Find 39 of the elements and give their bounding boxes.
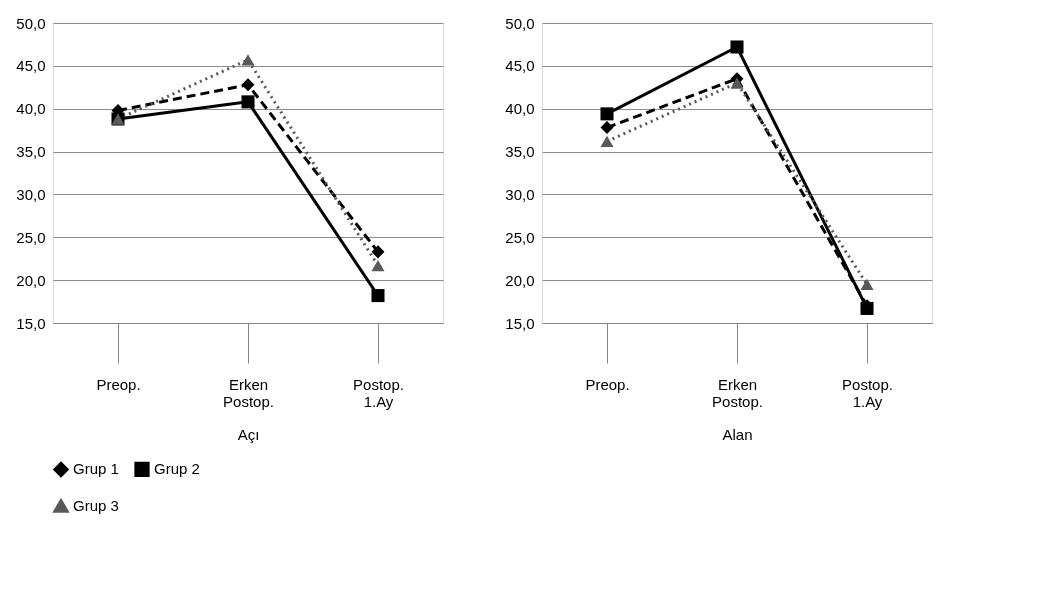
point bbox=[860, 278, 874, 291]
y-tick-label: 25,0 bbox=[16, 228, 46, 246]
point bbox=[730, 77, 744, 89]
y-tick-label: 35,0 bbox=[16, 143, 46, 161]
y-tick-label: 45,0 bbox=[16, 57, 46, 75]
y-tick-label: 15,0 bbox=[16, 314, 46, 332]
y-tick-label: 30,0 bbox=[505, 185, 535, 203]
y-tick-label: 50,0 bbox=[505, 14, 535, 32]
x-tick-label: Erken Postop. bbox=[223, 375, 274, 410]
point bbox=[600, 107, 614, 121]
legend-label: Grup 3 bbox=[73, 497, 119, 514]
x-tick-label: Preop. bbox=[96, 375, 141, 393]
point bbox=[600, 135, 614, 147]
y-tick-label: 20,0 bbox=[505, 271, 535, 289]
point bbox=[371, 289, 385, 303]
y-tick-label: 30,0 bbox=[16, 185, 46, 203]
y-tick-label: 20,0 bbox=[16, 271, 46, 289]
x-tick-label: Preop. bbox=[585, 375, 630, 393]
x-axis-title: Alan bbox=[722, 425, 753, 443]
y-tick-label: 35,0 bbox=[505, 143, 535, 161]
legend-label: Grup 1 bbox=[73, 460, 119, 478]
x-axis-title: Açı bbox=[237, 425, 260, 443]
y-tick-label: 15,0 bbox=[505, 314, 535, 332]
y-tick-label: 45,0 bbox=[505, 57, 535, 75]
y-tick-label: 40,0 bbox=[16, 100, 46, 118]
point bbox=[371, 245, 385, 259]
y-tick-label: 25,0 bbox=[505, 228, 535, 246]
point bbox=[371, 259, 385, 272]
point bbox=[241, 95, 255, 109]
point bbox=[730, 40, 744, 54]
x-tick-label: Postop. 1.Ay bbox=[842, 375, 893, 410]
legend-label: Grup 2 bbox=[154, 460, 200, 478]
y-tick-label: 40,0 bbox=[505, 100, 535, 118]
y-tick-label: 50,0 bbox=[16, 14, 46, 32]
point bbox=[241, 78, 255, 92]
point bbox=[600, 121, 614, 135]
point bbox=[241, 54, 255, 66]
x-tick-label: Erken Postop. bbox=[712, 375, 763, 410]
x-tick-label: Postop. 1.Ay bbox=[353, 375, 404, 410]
